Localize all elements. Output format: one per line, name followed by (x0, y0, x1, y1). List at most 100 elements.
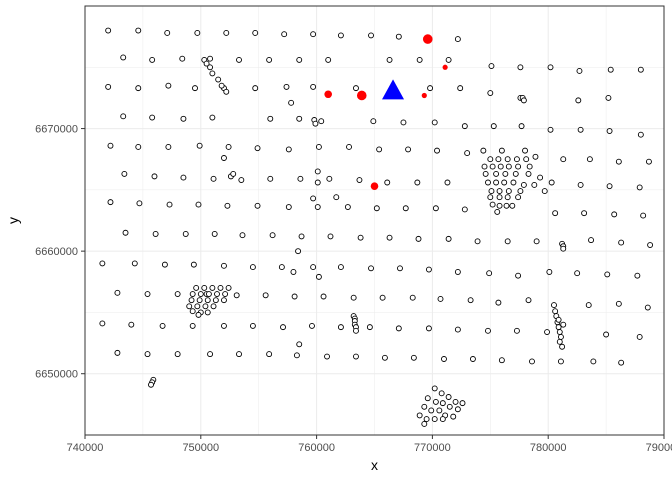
red-point (442, 64, 448, 70)
open-point (314, 179, 321, 186)
open-point (239, 232, 246, 239)
open-point (486, 270, 493, 277)
open-point (212, 297, 219, 304)
open-point (249, 322, 256, 329)
open-point (325, 56, 332, 63)
open-point (431, 416, 438, 423)
open-point (310, 264, 317, 271)
open-point (494, 208, 501, 215)
open-point (215, 76, 222, 83)
open-point (397, 265, 403, 272)
open-point (531, 182, 538, 188)
open-point (637, 66, 644, 73)
open-point (333, 194, 340, 201)
open-point (296, 56, 303, 63)
open-point (485, 327, 491, 334)
open-point (209, 284, 216, 291)
open-point (410, 354, 417, 361)
open-point (217, 284, 224, 291)
open-point (607, 66, 614, 73)
open-point (489, 163, 496, 170)
open-point (379, 294, 386, 301)
open-point (262, 292, 269, 299)
open-point (194, 30, 201, 36)
open-point (556, 338, 563, 345)
open-point (320, 293, 327, 300)
open-point (249, 264, 256, 271)
open-point (353, 85, 359, 92)
open-point (144, 351, 151, 358)
open-point (544, 329, 550, 335)
open-point (166, 201, 173, 208)
red-point (324, 90, 332, 99)
open-point (644, 304, 651, 311)
open-point (432, 398, 439, 405)
open-point (501, 179, 508, 186)
open-point (402, 205, 409, 212)
x-tick-label: 740000 (67, 442, 104, 454)
open-point (114, 349, 121, 356)
open-point (552, 308, 559, 315)
open-point (512, 170, 519, 177)
red-point (370, 182, 379, 190)
open-point (425, 266, 432, 273)
open-point (197, 291, 204, 297)
open-point (636, 333, 643, 340)
y-axis-ticks: 6650000 6660000 6670000 (35, 124, 85, 381)
open-point (209, 114, 216, 121)
open-point (105, 27, 112, 34)
x-axis-title: x (371, 457, 378, 473)
open-point (513, 327, 520, 334)
open-point (254, 202, 261, 209)
open-point (148, 381, 154, 388)
y-axis-title: y (5, 217, 21, 224)
open-point (353, 353, 359, 360)
open-point (445, 235, 452, 242)
open-point (196, 142, 203, 149)
open-point (454, 326, 461, 333)
open-point (454, 406, 461, 413)
open-point (436, 407, 443, 414)
open-point (121, 170, 128, 177)
open-point (285, 204, 292, 210)
open-point (225, 284, 232, 291)
open-point (114, 289, 121, 296)
open-point (590, 358, 597, 365)
open-point (533, 238, 540, 245)
open-point (222, 291, 229, 297)
open-point (551, 302, 557, 309)
open-point (135, 85, 142, 92)
open-point (546, 269, 553, 275)
open-point (446, 403, 453, 410)
open-point (464, 150, 471, 157)
open-point (432, 205, 439, 212)
open-point (384, 179, 391, 186)
open-point (318, 118, 325, 125)
open-point (236, 351, 242, 358)
y-tick-label: 6660000 (35, 246, 78, 258)
open-point (164, 30, 171, 36)
open-point (427, 85, 434, 92)
open-point (555, 324, 562, 331)
open-point (634, 272, 641, 279)
open-point (523, 156, 530, 163)
open-point (207, 64, 214, 71)
open-point (487, 156, 494, 163)
open-point (498, 357, 505, 364)
open-point (517, 64, 524, 71)
open-point (585, 302, 592, 309)
open-point (296, 341, 303, 348)
open-point (541, 188, 548, 195)
open-point (513, 156, 520, 163)
data-points (99, 27, 654, 427)
open-point (557, 333, 564, 340)
open-point (180, 174, 187, 181)
open-point (182, 231, 189, 237)
open-point (526, 163, 533, 170)
open-point (493, 179, 500, 186)
open-point (605, 94, 612, 101)
open-point (461, 206, 468, 213)
open-point (547, 126, 554, 133)
open-point (421, 421, 428, 427)
red-point (421, 92, 427, 99)
